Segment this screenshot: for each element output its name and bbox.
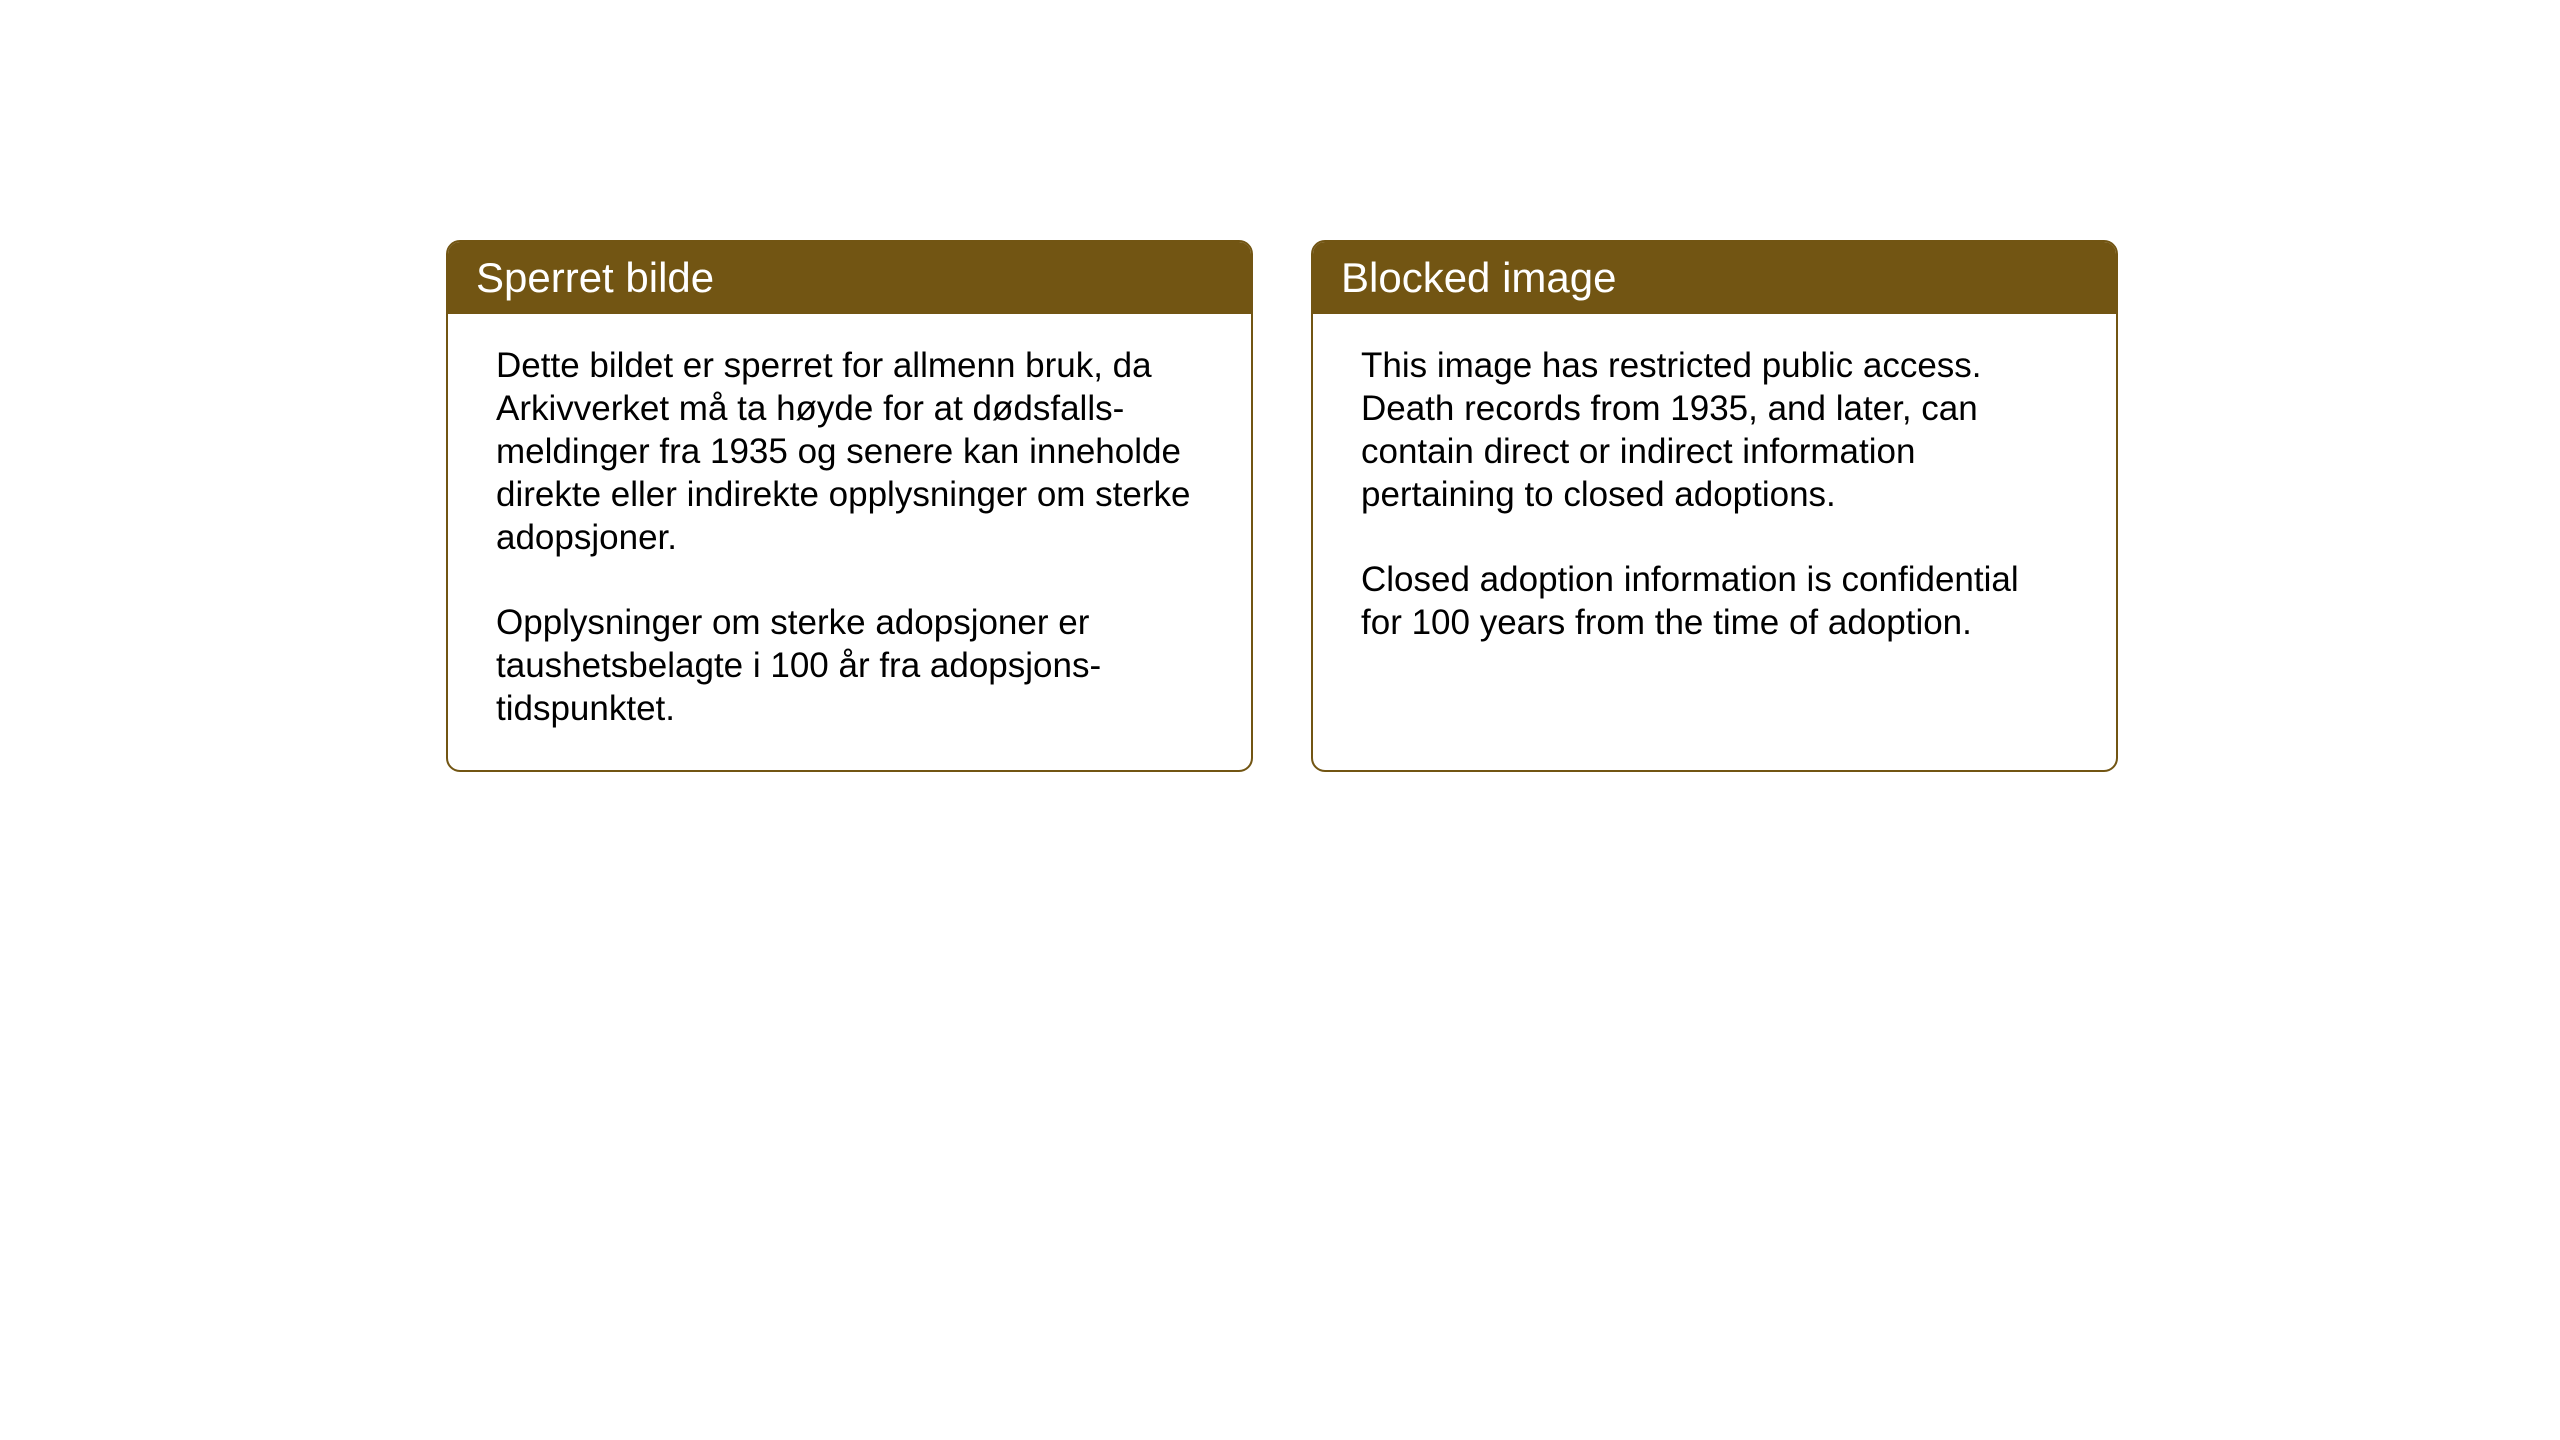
- english-paragraph-1: This image has restricted public access.…: [1361, 344, 2068, 516]
- notice-container: Sperret bilde Dette bildet er sperret fo…: [446, 240, 2118, 772]
- norwegian-paragraph-2: Opplysninger om sterke adopsjoner er tau…: [496, 601, 1203, 730]
- norwegian-paragraph-1: Dette bildet er sperret for allmenn bruk…: [496, 344, 1203, 559]
- english-notice-card: Blocked image This image has restricted …: [1311, 240, 2118, 772]
- english-card-body: This image has restricted public access.…: [1313, 314, 2116, 684]
- english-paragraph-2: Closed adoption information is confident…: [1361, 558, 2068, 644]
- english-card-title: Blocked image: [1313, 242, 2116, 314]
- norwegian-card-body: Dette bildet er sperret for allmenn bruk…: [448, 314, 1251, 770]
- norwegian-card-title: Sperret bilde: [448, 242, 1251, 314]
- norwegian-notice-card: Sperret bilde Dette bildet er sperret fo…: [446, 240, 1253, 772]
